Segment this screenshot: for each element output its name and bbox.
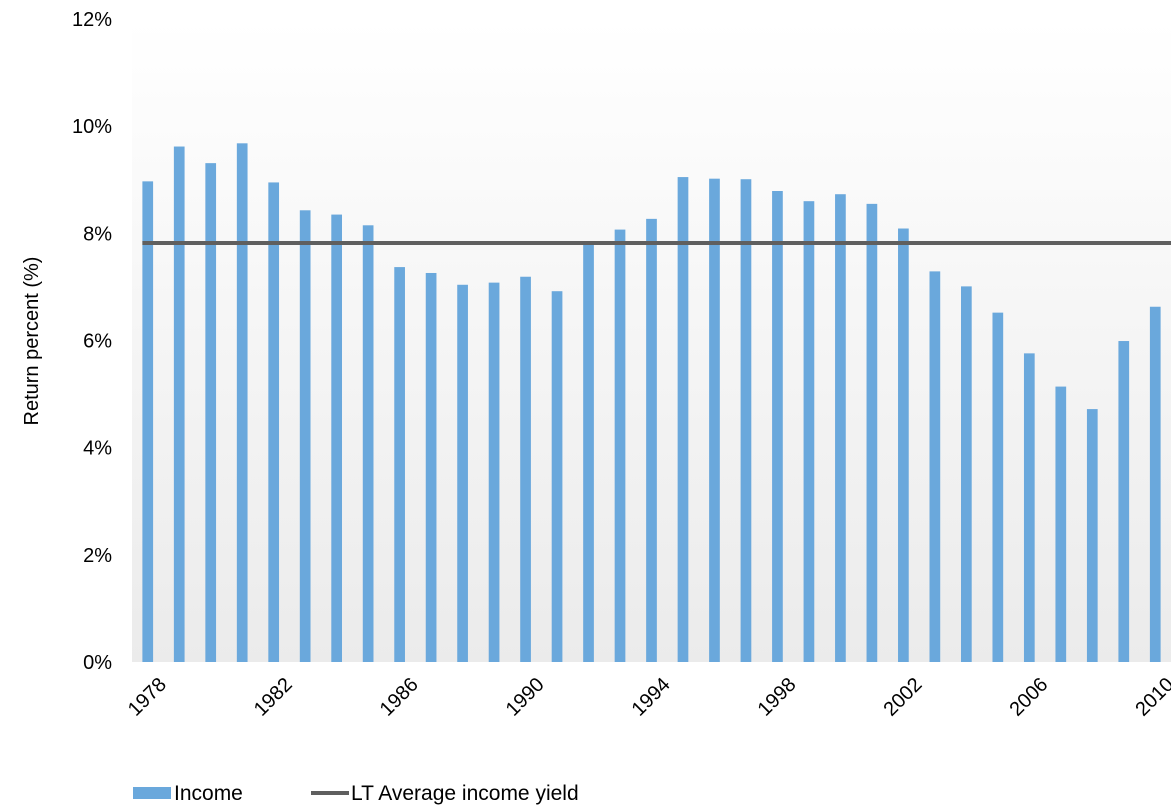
x-tick-label: 2006 bbox=[1005, 674, 1052, 721]
x-tick-label: 1990 bbox=[502, 674, 549, 721]
x-tick-label: 1982 bbox=[250, 674, 297, 721]
income-bar bbox=[1118, 341, 1130, 662]
income-bar bbox=[362, 225, 374, 662]
income-bar bbox=[835, 194, 846, 662]
income-bar bbox=[205, 163, 217, 662]
income-bar bbox=[960, 286, 972, 662]
x-axis-ticks: 1978 1982 1986 1990 1994 1998 2002 2006 2010 bbox=[124, 674, 1171, 721]
income-bar bbox=[929, 271, 941, 662]
income-bar bbox=[992, 312, 1004, 662]
income-bar bbox=[551, 291, 563, 662]
income-bar bbox=[898, 228, 909, 662]
y-tick-label: 2% bbox=[83, 545, 112, 567]
x-tick-label: 1994 bbox=[628, 674, 675, 721]
income-bar bbox=[772, 191, 783, 662]
x-tick-label: 1978 bbox=[124, 674, 171, 721]
income-bar bbox=[331, 214, 343, 662]
x-tick-label: 1998 bbox=[754, 674, 801, 721]
income-bar bbox=[268, 182, 280, 662]
y-tick-label: 4% bbox=[83, 438, 112, 460]
income-bar bbox=[646, 218, 657, 662]
x-tick-label: 1986 bbox=[376, 674, 423, 721]
y-axis-title: Return percent (%) bbox=[21, 257, 43, 426]
income-bar bbox=[803, 201, 815, 662]
y-tick-label: 6% bbox=[83, 331, 112, 353]
income-bar bbox=[866, 203, 878, 663]
income-bar bbox=[583, 242, 594, 662]
income-bar bbox=[488, 282, 500, 662]
income-bar bbox=[457, 284, 468, 662]
legend-average-label: LT Average income yield bbox=[351, 782, 579, 805]
legend-income-label: Income bbox=[174, 782, 243, 805]
income-bar bbox=[394, 267, 405, 662]
income-bar bbox=[709, 178, 720, 662]
income-bar bbox=[1023, 353, 1035, 662]
income-bar bbox=[1055, 386, 1067, 662]
income-bar bbox=[520, 276, 531, 662]
y-tick-label: 10% bbox=[72, 116, 112, 138]
y-axis-ticks: 0% 2% 4% 6% 8% 10% 12% bbox=[72, 9, 112, 674]
y-tick-label: 8% bbox=[83, 223, 112, 245]
income-bar bbox=[740, 179, 752, 662]
income-bar bbox=[677, 177, 689, 662]
y-tick-label: 0% bbox=[83, 652, 112, 674]
income-bar bbox=[173, 146, 185, 663]
x-tick-label: 2010 bbox=[1131, 674, 1171, 721]
legend-income-swatch bbox=[133, 787, 171, 799]
x-tick-label: 2002 bbox=[880, 674, 927, 721]
y-tick-label: 12% bbox=[72, 9, 112, 31]
income-bar bbox=[614, 229, 626, 662]
legend: Income LT Average income yield bbox=[133, 782, 579, 805]
income-bar bbox=[1086, 409, 1098, 662]
income-bar bbox=[299, 210, 311, 663]
income-bar bbox=[236, 143, 248, 662]
income-bar bbox=[142, 181, 154, 663]
income-bar bbox=[425, 272, 437, 662]
income-bars bbox=[142, 143, 1161, 663]
income-bar bbox=[1149, 306, 1161, 662]
